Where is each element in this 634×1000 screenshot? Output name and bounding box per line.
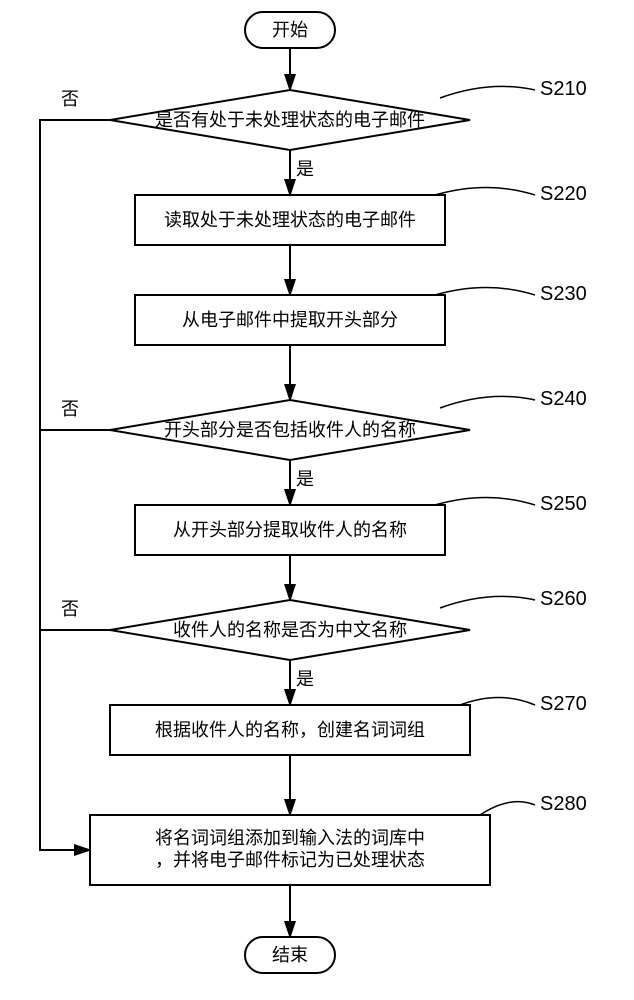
step-label: S210 bbox=[540, 78, 587, 100]
edge-label: 否 bbox=[61, 599, 79, 619]
edge bbox=[40, 120, 110, 850]
step-label: S230 bbox=[540, 283, 587, 305]
svg-text:将名词词组添加到输入法的词库中: 将名词词组添加到输入法的词库中 bbox=[155, 828, 425, 848]
leader-line bbox=[440, 86, 535, 98]
svg-text:，并将电子邮件标记为已处理状态: ，并将电子邮件标记为已处理状态 bbox=[155, 850, 425, 870]
step-label: S240 bbox=[540, 388, 587, 410]
edge-label: 否 bbox=[61, 399, 79, 419]
svg-text:根据收件人的名称，创建名词词组: 根据收件人的名称，创建名词词组 bbox=[155, 720, 425, 740]
edge-label: 是 bbox=[296, 669, 314, 689]
leader-line bbox=[460, 698, 535, 706]
edge-label: 否 bbox=[61, 89, 79, 109]
step-label: S260 bbox=[540, 588, 587, 610]
leader-line bbox=[440, 596, 535, 608]
svg-text:从电子邮件中提取开头部分: 从电子邮件中提取开头部分 bbox=[182, 310, 398, 330]
svg-text:读取处于未处理状态的电子邮件: 读取处于未处理状态的电子邮件 bbox=[164, 210, 416, 230]
step-label: S250 bbox=[540, 493, 587, 515]
leader-line bbox=[435, 288, 535, 296]
step-label: S280 bbox=[540, 793, 587, 815]
flowchart-diagram: 是是是否否否开始是否有处于未处理状态的电子邮件S210读取处于未处理状态的电子邮… bbox=[0, 0, 634, 1000]
leader-line bbox=[480, 802, 535, 815]
leader-line bbox=[435, 498, 535, 506]
step-label: S220 bbox=[540, 183, 587, 205]
svg-text:开始: 开始 bbox=[272, 20, 308, 40]
edge-label: 是 bbox=[296, 159, 314, 179]
svg-text:收件人的名称是否为中文名称: 收件人的名称是否为中文名称 bbox=[173, 620, 407, 640]
leader-line bbox=[435, 188, 535, 196]
leader-line bbox=[440, 396, 535, 408]
svg-text:开头部分是否包括收件人的名称: 开头部分是否包括收件人的名称 bbox=[164, 420, 416, 440]
step-label: S270 bbox=[540, 693, 587, 715]
svg-text:从开头部分提取收件人的名称: 从开头部分提取收件人的名称 bbox=[173, 520, 407, 540]
svg-text:是否有处于未处理状态的电子邮件: 是否有处于未处理状态的电子邮件 bbox=[155, 110, 425, 130]
edge-label: 是 bbox=[296, 469, 314, 489]
svg-text:结束: 结束 bbox=[272, 945, 308, 965]
